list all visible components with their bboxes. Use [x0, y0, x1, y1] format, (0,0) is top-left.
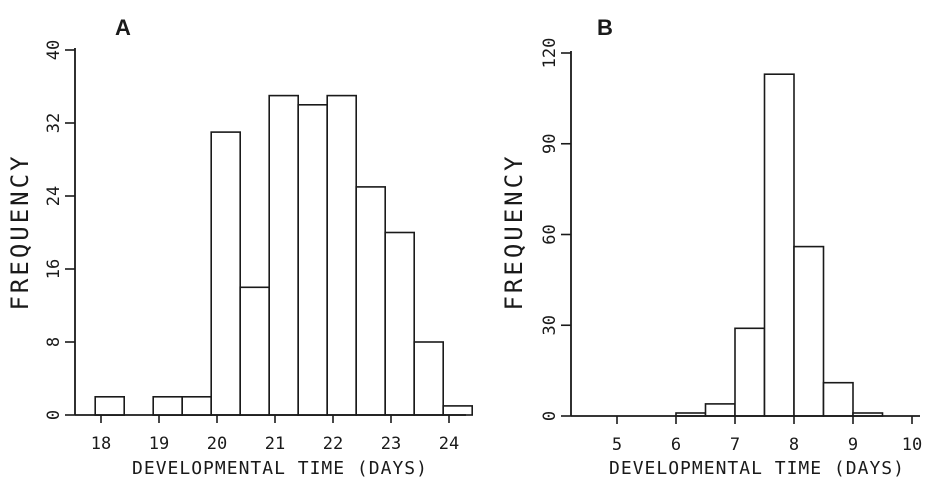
bar-b-6: [763, 73, 795, 417]
y-tick-label: 0: [44, 410, 64, 420]
y-axis-title-a: FREQUENCY: [6, 153, 34, 310]
x-tick-label: 19: [149, 434, 169, 454]
histogram-b: B 0 30 60 90 120 5 6 7 8 9 10 DEVELOPMENTAL TIME (…: [500, 15, 922, 479]
y-tick-label: 30: [540, 315, 560, 335]
bar-a-2: [152, 395, 183, 416]
x-tick-label: 20: [207, 434, 227, 454]
x-tick-label: 5: [612, 435, 622, 455]
x-tick-label: 8: [789, 435, 799, 455]
x-axis-title-a: DEVELOPMENTAL TIME (DAYS): [132, 458, 428, 479]
y-tick-label: 90: [540, 134, 560, 154]
x-tick-label: 10: [902, 435, 922, 455]
panel-letter-b: B: [597, 15, 613, 40]
bar-b-4: [704, 403, 736, 417]
y-tick-label: 8: [44, 337, 64, 347]
bar-a-10: [384, 231, 416, 416]
y-axis-title-b: FREQUENCY: [500, 153, 528, 310]
bar-a-8: [326, 94, 358, 416]
x-tick-label: 23: [381, 434, 401, 454]
x-tick-label: 9: [848, 435, 858, 455]
y-tick-label: 16: [44, 259, 64, 279]
y-tick-label: 24: [44, 186, 64, 206]
x-tick-label: 22: [323, 434, 343, 454]
y-tick-label: 60: [540, 224, 560, 244]
bar-a-0: [94, 395, 125, 416]
y-tick-label: 40: [44, 40, 64, 60]
bar-a-9: [355, 186, 387, 416]
x-tick-label: 6: [671, 435, 681, 455]
bar-b-8: [822, 381, 854, 417]
y-tick-label: 32: [44, 113, 64, 133]
y-tick-label: 120: [540, 38, 560, 69]
x-axis-title-b: DEVELOPMENTAL TIME (DAYS): [609, 458, 905, 479]
x-tick-label: 18: [91, 434, 111, 454]
panel-letter-a: A: [115, 15, 131, 40]
x-tick-label: 21: [265, 434, 285, 454]
bar-a-11: [413, 341, 445, 416]
bar-b-7: [793, 245, 825, 417]
bar-a-12: [442, 405, 474, 416]
histogram-a: A 0 8 16 24 32 40 18 19 20 21 22 23 24 DEVELOPMENTAL…: [6, 15, 474, 479]
bar-b-5: [734, 327, 766, 417]
x-tick-label: 7: [730, 435, 740, 455]
bar-a-6: [268, 94, 300, 416]
bar-a-4: [210, 131, 241, 416]
bar-a-3: [181, 395, 212, 416]
y-tick-label: 0: [540, 411, 560, 421]
bar-a-5: [239, 286, 270, 416]
x-tick-label: 24: [439, 434, 459, 454]
bar-a-7: [297, 104, 329, 416]
